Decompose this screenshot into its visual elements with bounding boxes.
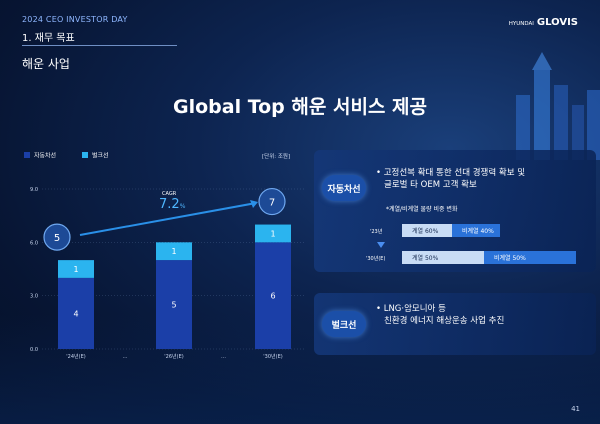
y-tick-label-2: 6.0 [30, 240, 38, 246]
y-tick-label-3: 9.0 [30, 187, 38, 193]
row1-year: '23년 [370, 229, 383, 235]
logo-text: GLOVIS [536, 17, 578, 28]
bar-label-1-1: 1 [171, 247, 176, 256]
share-subtitle: *계열/비계열 물량 비중 변화 [386, 206, 458, 213]
bar-label-1-2: 1 [270, 229, 275, 238]
logo-small-text: HYUNDAI [508, 21, 534, 27]
cagr-label: CAGR [162, 191, 177, 197]
event-label: 2024 CEO INVESTOR DAY [22, 15, 128, 24]
row2-affiliate-bar: 계열 50% [402, 251, 484, 264]
bar-1-2 [255, 224, 291, 243]
bulk-tag: 벌크선 [322, 311, 366, 337]
bar-1-1 [156, 242, 192, 261]
cagr-arrow-head [250, 200, 258, 208]
company-logo: HYUNDAI GLOVIS [509, 17, 578, 28]
row1-non-affiliate-bar: 비계열 40% [452, 224, 500, 237]
total-bubble-label-1: 7 [269, 198, 275, 209]
bar-label-0-0: 4 [73, 309, 78, 318]
bar-label-1-0: 1 [73, 265, 78, 274]
section-title: 1. 재무 목표 [22, 33, 75, 44]
y-tick-label-1: 3.0 [30, 294, 38, 300]
city-towers-graphic [516, 52, 600, 160]
total-bubble-1 [258, 187, 286, 216]
car-carrier-panel: 자동차선 • 고정선복 확대 통한 선대 경쟁력 확보 및 글로벌 타 OEM … [314, 150, 596, 272]
x-tick-label-1: '26년(E) [164, 353, 183, 360]
car-carrier-tag: 자동차선 [322, 175, 366, 201]
x-tick-label-0: '24년(E) [66, 353, 85, 360]
bar-1-0 [58, 260, 94, 278]
car-carrier-description: • 고정선복 확대 통한 선대 경쟁력 확보 및 글로벌 타 OEM 고객 확보 [376, 167, 525, 191]
row2-non-affiliate-bar: 비계열 50% [484, 251, 576, 264]
cagr-unit: % [180, 203, 186, 210]
subsection-title: 해운 사업 [22, 57, 70, 71]
legend-label-0: 자동차선 [34, 152, 56, 160]
x-ellipsis-0: … [123, 354, 128, 360]
cagr-arrow-line [79, 202, 257, 236]
bar-label-0-1: 5 [171, 301, 176, 310]
legend-label-1: 벌크선 [92, 152, 109, 160]
car-desc-line1: • 고정선복 확대 통한 선대 경쟁력 확보 및 [376, 168, 526, 178]
bulk-desc-line1: • LNG·암모니아 등 [376, 304, 446, 314]
legend-swatch-1 [82, 152, 88, 158]
x-tick-label-2: '30년(E) [263, 353, 282, 360]
legend-swatch-0 [24, 152, 30, 158]
bar-0-2 [255, 242, 291, 349]
down-arrow-icon [377, 242, 385, 248]
cagr-value: 7.2% [159, 197, 186, 212]
car-desc-line2: 글로벌 타 OEM 고객 확보 [384, 180, 477, 190]
bar-label-0-2: 6 [270, 292, 275, 301]
header-divider [22, 45, 177, 46]
bulk-desc-line2: 친환경 에너지 해상운송 사업 추진 [384, 316, 505, 326]
revenue-chart: 자동차선 벌크선 0.0 3.0 6.0 9.0 4 1 '24년(E) 5 1 '26년(E) 6 1 '… [24, 152, 305, 360]
bulk-panel: 벌크선 • LNG·암모니아 등 친환경 에너지 해상운송 사업 추진 [314, 293, 596, 355]
y-tick-label-0: 0.0 [30, 347, 38, 353]
bar-0-1 [156, 260, 192, 349]
bulk-description: • LNG·암모니아 등 친환경 에너지 해상운송 사업 추진 [376, 303, 504, 327]
total-bubble-label-0: 5 [54, 233, 60, 244]
page-number: 41 [571, 405, 580, 413]
page-title: Global Top 해운 서비스 제공 [172, 96, 427, 118]
x-ellipsis-1: … [221, 354, 226, 360]
total-bubble-0 [43, 223, 71, 251]
bar-0-0 [58, 277, 94, 349]
row2-year: '30년(E) [366, 256, 386, 262]
chart-unit: [단위: 조원] [262, 154, 291, 160]
